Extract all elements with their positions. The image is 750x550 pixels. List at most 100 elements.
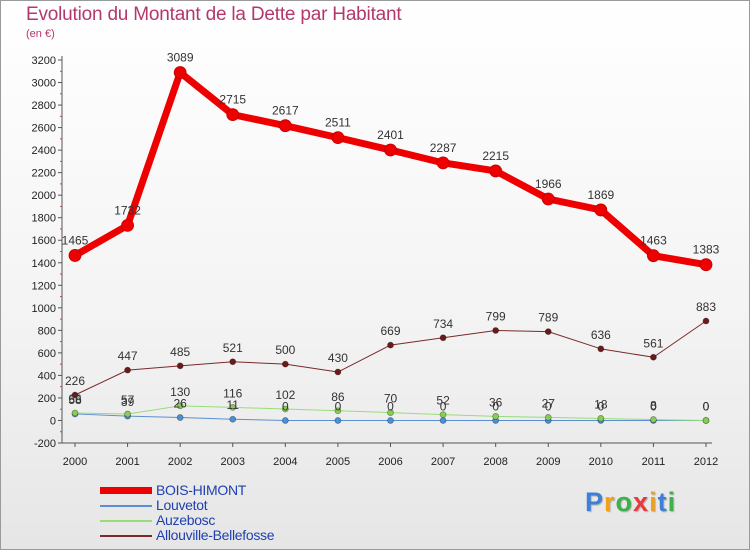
data-label: 18	[594, 397, 608, 411]
legend-label: Auzebosc	[156, 512, 216, 528]
data-label: 0	[387, 399, 394, 413]
data-label: 66	[68, 392, 82, 406]
x-tick-label: 2008	[483, 456, 507, 468]
data-label: 500	[275, 343, 295, 357]
data-label: 116	[223, 386, 242, 400]
legend-item: Auzebosc	[100, 512, 340, 528]
legend-swatch	[100, 505, 152, 507]
data-point	[124, 366, 131, 374]
data-label: 58	[68, 393, 82, 407]
data-point	[439, 334, 447, 342]
data-label: 1465	[62, 233, 89, 247]
data-point	[384, 143, 397, 157]
data-label: 11	[227, 398, 240, 412]
data-point	[439, 417, 447, 424]
data-label: 0	[335, 399, 342, 413]
y-tick-label: 2200	[32, 168, 56, 180]
data-point	[334, 407, 342, 415]
data-label: 102	[275, 388, 295, 402]
x-tick-label: 2009	[536, 456, 560, 468]
y-tick-label: 3200	[32, 55, 56, 67]
y-tick-label: 1200	[32, 280, 56, 292]
data-point	[68, 249, 82, 262]
data-point	[176, 414, 184, 421]
data-point	[492, 413, 500, 420]
data-label: 0	[650, 399, 657, 413]
data-point	[229, 404, 237, 411]
data-label: 1869	[587, 188, 614, 202]
y-tick-label: 1000	[32, 303, 56, 315]
data-point	[387, 341, 394, 349]
data-label: 130	[170, 385, 190, 399]
data-point	[71, 391, 79, 399]
x-tick-label: 2011	[642, 456, 666, 468]
data-label: 0	[597, 399, 604, 413]
data-label: 0	[703, 399, 710, 413]
logo-letter: o	[615, 487, 634, 517]
data-label: 734	[433, 317, 453, 331]
data-point	[229, 415, 237, 423]
x-tick-label: 2012	[694, 456, 718, 468]
data-point	[439, 411, 447, 419]
data-point	[436, 156, 450, 170]
data-point	[492, 327, 500, 334]
data-point	[597, 415, 605, 422]
data-label: 789	[538, 311, 558, 325]
y-tick-label: 1600	[32, 235, 56, 247]
data-label: 0	[703, 399, 710, 413]
data-label: 521	[223, 341, 243, 355]
legend-label: BOIS-HIMONT	[156, 482, 247, 498]
data-point	[226, 108, 240, 122]
x-tick-label: 2001	[115, 456, 139, 468]
data-label: 57	[121, 393, 135, 407]
y-tick-label: 400	[38, 370, 56, 382]
data-label: 52	[436, 394, 450, 408]
data-label: 0	[492, 399, 499, 413]
data-label: 36	[489, 395, 503, 409]
x-tick-label: 2002	[168, 456, 192, 468]
x-tick-label: 2006	[378, 456, 402, 468]
y-tick-label: 2800	[32, 100, 56, 112]
legend-item: Louvetot	[100, 497, 340, 513]
y-tick-label: 600	[38, 348, 56, 360]
y-tick-label: 3000	[32, 78, 56, 90]
data-label: 636	[591, 328, 611, 342]
data-point	[650, 353, 657, 361]
data-point	[334, 368, 342, 376]
series-line-bois-himont	[71, 69, 710, 269]
y-tick-label: 2600	[32, 123, 56, 135]
data-label: 2287	[430, 141, 457, 155]
legend-swatch	[100, 487, 152, 494]
data-label: 883	[696, 300, 716, 314]
x-tick-label: 2004	[273, 456, 297, 468]
x-tick-label: 2007	[431, 456, 455, 468]
logo-letter: i	[649, 487, 658, 517]
data-label: 799	[486, 309, 506, 323]
logo-letter: P	[585, 487, 605, 517]
proxiti-logo: Proxiti	[585, 487, 676, 518]
data-label: 2617	[272, 104, 299, 118]
data-label: 430	[328, 351, 348, 365]
data-point	[176, 362, 184, 370]
logo-letter: r	[604, 487, 616, 517]
data-point	[281, 405, 289, 413]
data-label: 2215	[482, 149, 509, 163]
data-point	[387, 417, 394, 424]
y-tick-label: 0	[50, 415, 56, 427]
data-label: 2715	[219, 93, 246, 107]
legend-label: Allouville-Bellefosse	[156, 527, 275, 543]
data-label: 1732	[114, 203, 141, 217]
data-label: 485	[170, 345, 190, 359]
data-point	[71, 409, 79, 417]
data-label: 0	[282, 399, 289, 413]
data-point	[650, 416, 657, 423]
logo-letter: t	[657, 487, 668, 517]
data-label: 0	[440, 399, 447, 413]
y-tick-label: -200	[34, 438, 56, 450]
data-label: 26	[173, 397, 187, 411]
legend-item: BOIS-HIMONT	[100, 482, 340, 498]
data-point	[544, 414, 552, 421]
data-label: 3089	[167, 51, 194, 65]
x-tick-label: 2003	[221, 456, 245, 468]
